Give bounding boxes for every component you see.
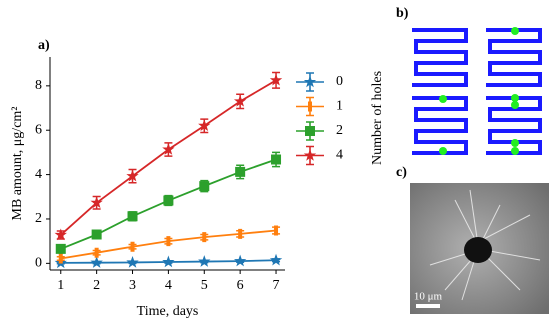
marker <box>163 195 174 206</box>
y-tick-label: 2 <box>35 211 42 226</box>
y-tick-label: 8 <box>35 78 42 93</box>
legend-label: 4 <box>336 148 343 163</box>
marker <box>199 181 210 192</box>
marker <box>90 196 103 209</box>
marker <box>271 154 282 165</box>
marker <box>58 253 63 264</box>
y-tick-label: 4 <box>35 167 42 182</box>
panel-label: b) <box>396 6 409 21</box>
panel-label: a) <box>38 38 50 53</box>
marker <box>126 255 139 268</box>
x-axis-label: Time, days <box>137 304 199 319</box>
marker <box>233 254 247 267</box>
marker <box>308 101 312 112</box>
marker <box>90 256 103 268</box>
marker <box>305 126 315 136</box>
marker <box>166 236 171 247</box>
marker <box>238 228 243 239</box>
sem-image: 10 μm <box>410 183 549 314</box>
x-tick-label: 7 <box>273 278 280 293</box>
y-tick-label: 0 <box>35 256 42 271</box>
x-tick-label: 4 <box>165 278 172 293</box>
marker <box>269 253 283 266</box>
marker <box>127 211 138 222</box>
marker <box>94 247 99 258</box>
scale-bar-label: 10 μm <box>414 291 443 303</box>
y-axis-label: MB amount, μg/cm² <box>10 107 25 221</box>
marker <box>162 255 175 268</box>
marker <box>130 241 135 252</box>
x-tick-label: 3 <box>129 278 136 293</box>
marker <box>54 228 67 241</box>
marker <box>55 243 66 254</box>
marker <box>198 119 211 132</box>
legend-title: Number of holes <box>370 71 385 165</box>
marker <box>303 149 317 161</box>
legend-label: 1 <box>336 99 343 114</box>
legend-label: 0 <box>336 74 343 89</box>
marker <box>274 225 279 236</box>
y-tick-label: 6 <box>35 122 42 137</box>
channel-diagram <box>410 27 542 155</box>
marker <box>162 143 175 155</box>
marker <box>126 169 139 182</box>
series-line <box>60 79 277 236</box>
marker <box>198 255 211 267</box>
x-tick-label: 1 <box>57 278 64 293</box>
marker <box>202 232 207 243</box>
marker <box>91 229 102 240</box>
x-tick-label: 6 <box>237 278 244 293</box>
marker <box>303 75 317 88</box>
marker <box>269 73 283 86</box>
x-tick-label: 2 <box>93 278 100 293</box>
x-tick-label: 5 <box>201 278 208 293</box>
legend-label: 2 <box>336 123 343 138</box>
panel-label: c) <box>396 165 407 180</box>
marker <box>233 94 247 107</box>
marker <box>235 166 246 177</box>
